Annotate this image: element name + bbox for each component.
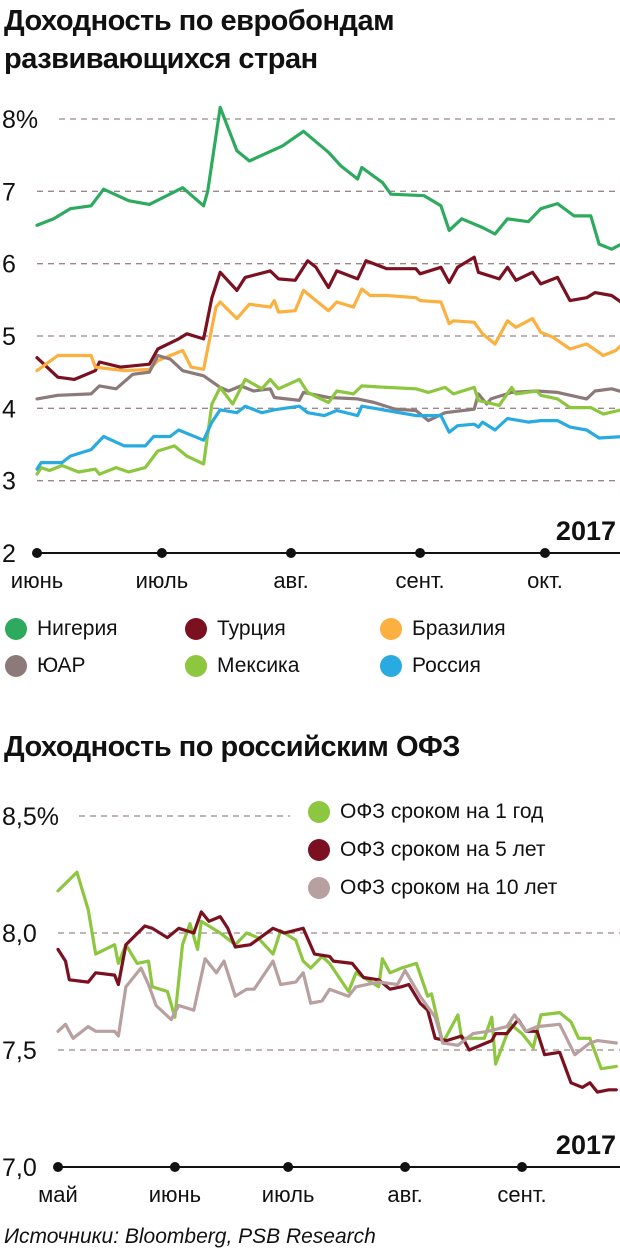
- chart2-title: Доходность по российским ОФЗ: [4, 731, 460, 763]
- legend-dot-icon: [380, 618, 402, 640]
- chart2-year-label: 2017: [556, 1130, 616, 1160]
- chart2-xtick-dot: [400, 1162, 411, 1172]
- legend-label: ОФЗ сроком на 5 лет: [340, 838, 546, 861]
- chart1-xtick-dot: [286, 548, 296, 558]
- legend-dot-icon: [308, 839, 330, 861]
- chart1-xtick-label: июль: [136, 568, 189, 593]
- legend-label: Турция: [217, 617, 286, 640]
- chart1-title: Доходность по евробондам развивающихся с…: [4, 2, 395, 78]
- chart2-ytick-label: 8,0: [2, 920, 37, 948]
- legend-label: Мексика: [217, 654, 300, 677]
- chart1-xtick-label: июнь: [11, 568, 63, 593]
- chart1-legend-item: Россия: [380, 654, 481, 678]
- chart2-xtick-label: авг.: [387, 1182, 422, 1207]
- chart1-xtick-label: сент.: [396, 568, 445, 593]
- chart2-xtick-dot: [517, 1162, 527, 1172]
- chart2-xtick-label: май: [38, 1182, 78, 1207]
- chart1-series-line-5: [35, 404, 620, 471]
- chart2-ytick-label: 7,0: [2, 1154, 37, 1182]
- chart1-legend-item: Турция: [185, 617, 286, 641]
- chart1-xtick-dot: [540, 548, 550, 558]
- legend-dot-icon: [185, 655, 207, 677]
- legend-label: Россия: [412, 654, 481, 677]
- legend-label: ОФЗ сроком на 10 лет: [340, 876, 558, 899]
- legend-dot-icon: [308, 801, 330, 823]
- chart1-series-line-1: [35, 255, 620, 381]
- chart1-series-line-4: [35, 377, 620, 476]
- chart1-legend-item: Мексика: [185, 654, 299, 678]
- chart2-legend-item: ОФЗ сроком на 1 год: [308, 800, 543, 824]
- chart2-series-line-0: [56, 870, 618, 1071]
- legend-label: ЮАР: [37, 654, 86, 677]
- legend-dot-icon: [5, 655, 27, 677]
- chart2-xtick-dot: [169, 1162, 180, 1172]
- chart2-series-line-2: [56, 957, 618, 1057]
- chart1-ytick-label: 8%: [2, 106, 38, 134]
- legend-dot-icon: [5, 618, 27, 640]
- chart1-ytick-label: 4: [2, 395, 16, 423]
- chart1-xtick-dot: [32, 548, 42, 558]
- chart2-xtick-label: июль: [262, 1182, 315, 1207]
- chart1-ytick-label: 7: [2, 178, 16, 206]
- legend-dot-icon: [380, 655, 402, 677]
- chart2-series-line-1: [56, 910, 618, 1094]
- chart1-ytick-label: 6: [2, 251, 16, 279]
- chart2-xtick-dot: [53, 1162, 63, 1172]
- chart1-xtick-label: авг.: [273, 568, 308, 593]
- legend-label: Бразилия: [412, 617, 506, 640]
- chart1-xtick-label: окт.: [527, 568, 563, 593]
- chart1-xtick-dot: [415, 548, 426, 558]
- chart1-series-line-0: [35, 105, 620, 251]
- chart1-ytick-label: 2: [2, 540, 16, 568]
- legend-dot-icon: [308, 877, 330, 899]
- chart1-title-line1: Доходность по евробондам: [4, 5, 395, 37]
- chart2-ytick-label: 7,5: [2, 1037, 37, 1065]
- legend-label: ОФЗ сроком на 1 год: [340, 800, 544, 823]
- chart2-legend-item: ОФЗ сроком на 5 лет: [308, 838, 546, 862]
- chart1-title-line2: развивающихся стран: [4, 43, 318, 75]
- chart2-xtick-label: июнь: [149, 1182, 201, 1207]
- chart2-xtick-label: сент.: [497, 1182, 546, 1207]
- chart1-legend-item: Нигерия: [5, 617, 118, 641]
- chart2-ytick-label: 8,5%: [2, 803, 59, 831]
- chart1-xtick-dot: [156, 548, 167, 558]
- chart1-ytick-label: 5: [2, 323, 16, 351]
- source-note: Источники: Bloomberg, PSB Research: [4, 1225, 376, 1248]
- chart1-year-label: 2017: [556, 516, 616, 546]
- legend-label: Нигерия: [37, 617, 118, 640]
- legend-dot-icon: [185, 618, 207, 640]
- chart1-legend-item: Бразилия: [380, 617, 506, 641]
- chart1-series-line-3: [35, 353, 620, 423]
- chart2-legend-item: ОФЗ сроком на 10 лет: [308, 876, 557, 900]
- chart1-legend-item: ЮАР: [5, 654, 86, 678]
- chart1-ytick-label: 3: [2, 468, 16, 496]
- chart2-xtick-dot: [283, 1162, 294, 1172]
- chart1-series-line-2: [35, 287, 620, 373]
